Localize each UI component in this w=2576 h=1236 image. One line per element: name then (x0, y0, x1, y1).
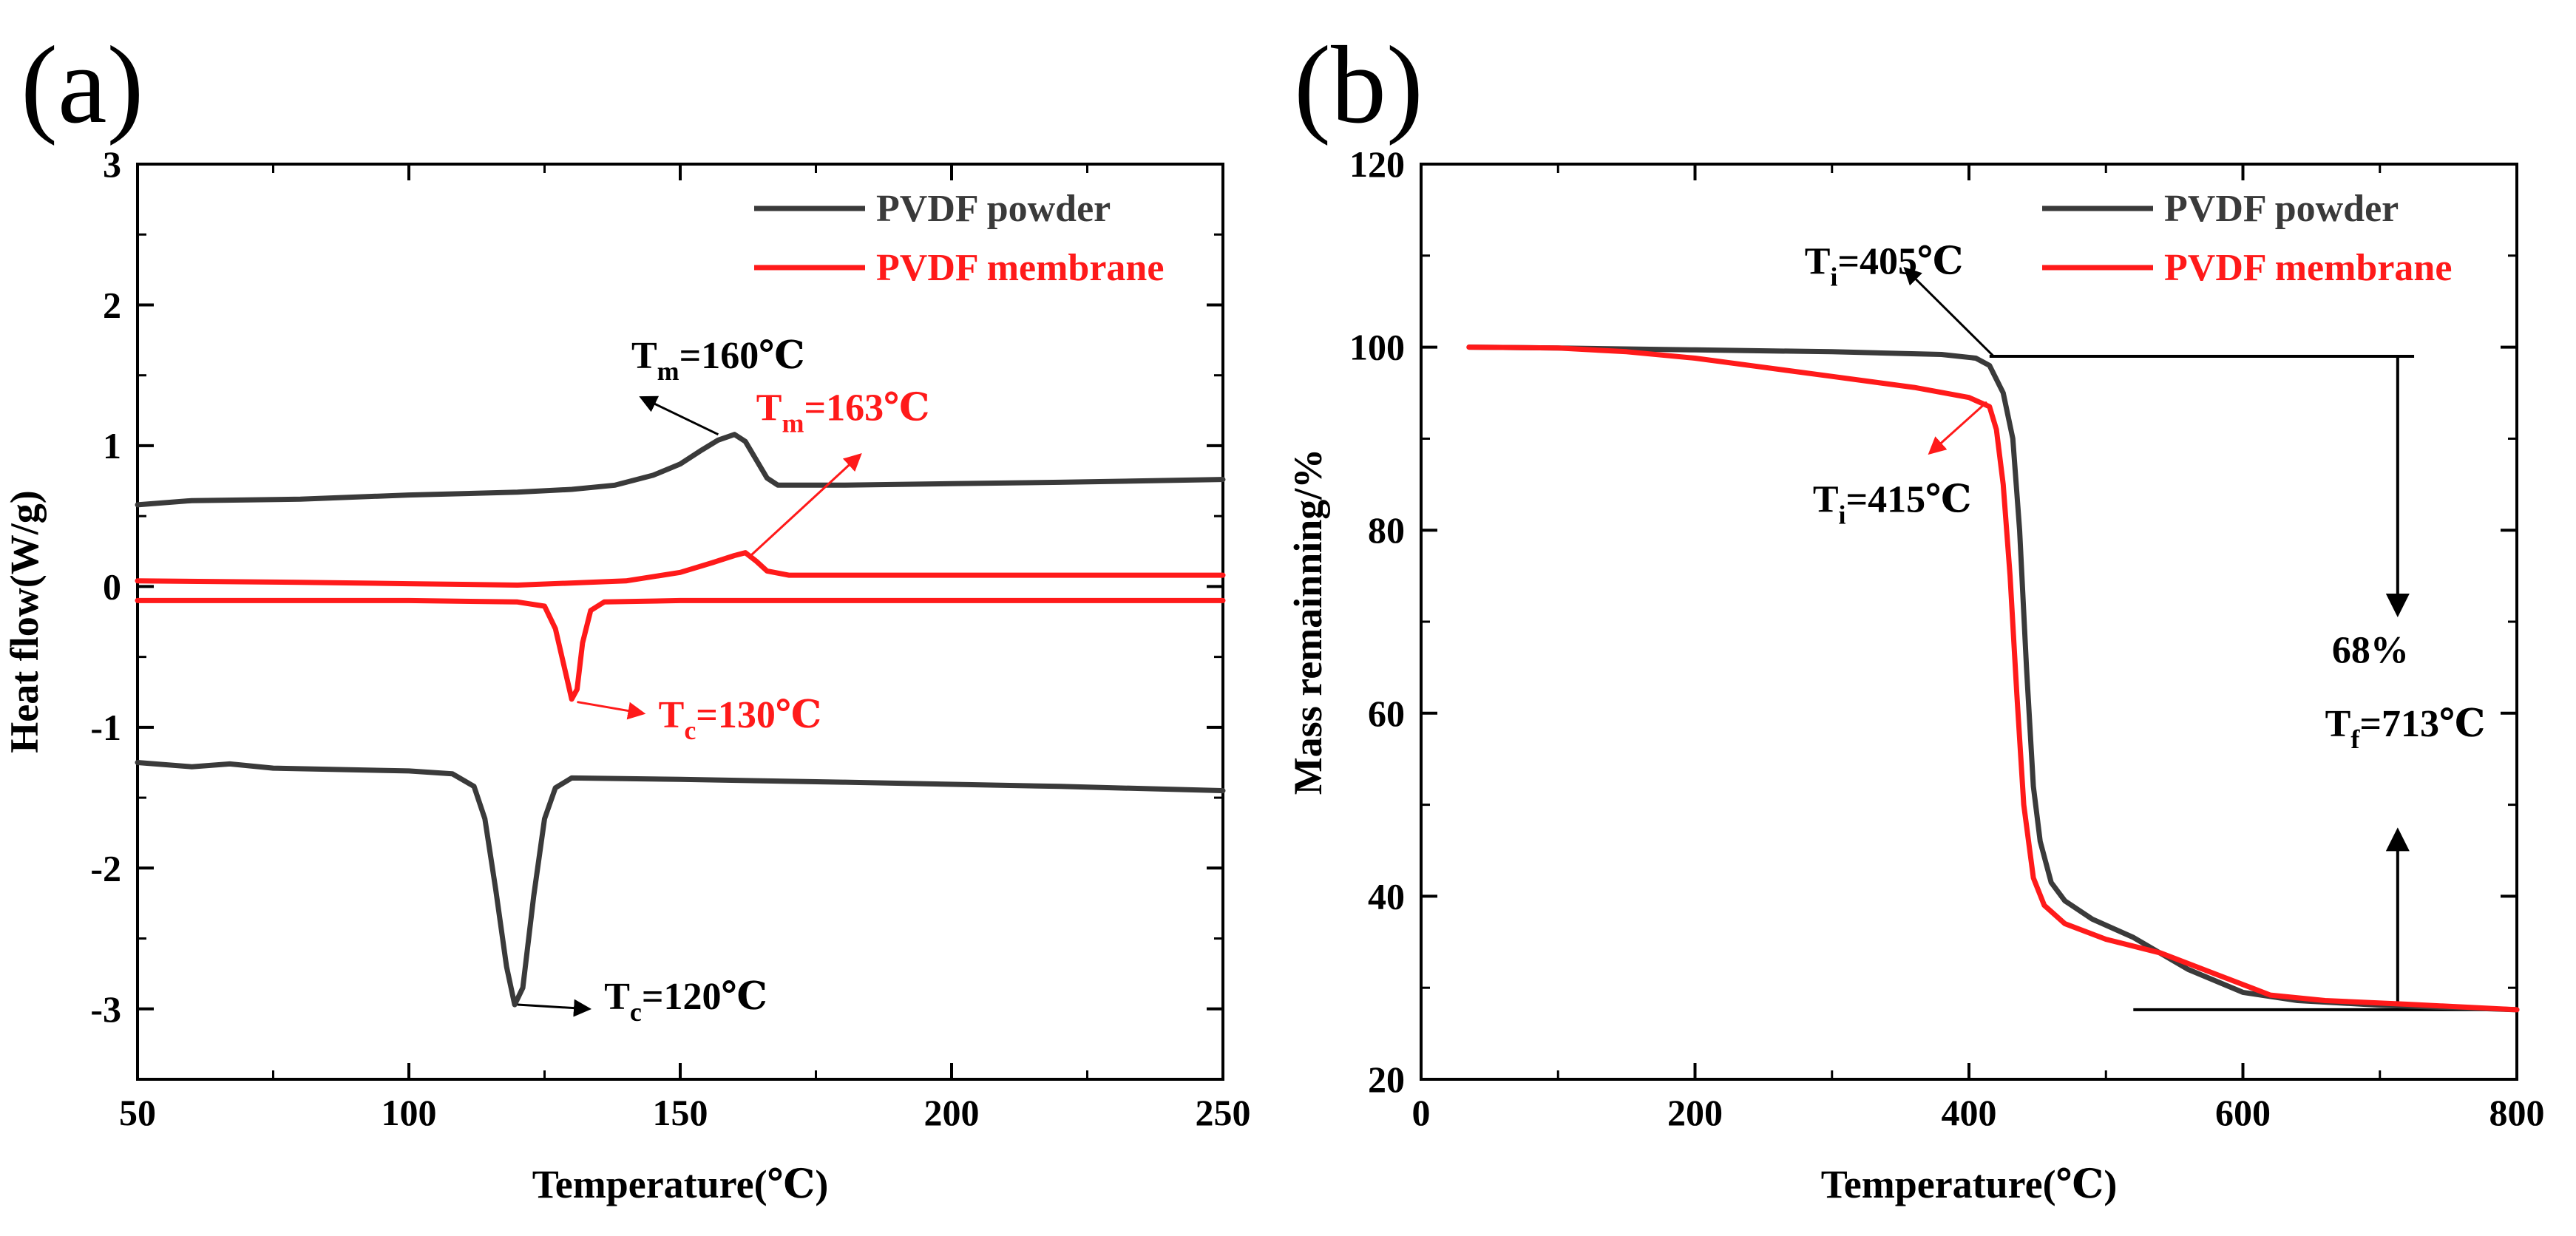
annotation-subscript: i (1839, 500, 1846, 529)
annotation-value: =415℃ (1846, 478, 1972, 520)
x-tick-label: 400 (1942, 1092, 1997, 1133)
annotation-subscript: m (657, 356, 679, 386)
y-tick-label: 2 (103, 284, 121, 325)
tga-chart: 0 200 400 600 800 20 40 60 80 100 120 Temperature(℃… (1286, 143, 2545, 1206)
y-tick-label: 100 (1349, 327, 1405, 368)
annotation-symbol: T (631, 335, 657, 377)
legend-label: PVDF powder (876, 188, 1111, 230)
annotation-symbol: T (659, 694, 685, 736)
annotation-subscript: c (684, 716, 696, 745)
annotation-arrow (1928, 401, 1988, 455)
annotation-symbol: T (1805, 241, 1831, 283)
y-tick-label: 3 (103, 143, 121, 185)
x-axis-title: Temperature(℃) (1821, 1162, 2118, 1206)
annotation-symbol: T (756, 387, 782, 429)
y-axis-title: Heat flow(W/g) (2, 490, 47, 753)
annotation-symbol: T (604, 976, 630, 1018)
annotation-arrow (1903, 266, 1995, 358)
y-tick-label: -3 (90, 988, 121, 1030)
x-tick-label: 250 (1196, 1092, 1251, 1133)
legend-label: PVDF membrane (876, 247, 1164, 289)
annotation-label: Ti=415℃ (1813, 478, 1972, 529)
annotation-value: =160℃ (679, 335, 805, 377)
x-tick-label: 600 (2215, 1092, 2271, 1133)
annotation-subscript: i (1830, 262, 1837, 292)
annotation-value: =120℃ (642, 976, 767, 1018)
y-tick-label: 40 (1368, 875, 1405, 917)
panel-a-label: (a) (21, 24, 144, 146)
annotation-label: Tm=160℃ (631, 335, 805, 386)
powder-cooling-curve (135, 760, 1226, 1008)
annotation-label: Ti=405℃ (1805, 241, 1964, 292)
annotation-arrow (750, 453, 862, 557)
plot-frame (1420, 163, 2518, 1081)
annotation-label: Tm=163℃ (756, 387, 930, 438)
y-tick-label: 60 (1368, 693, 1405, 734)
legend-label: PVDF powder (2164, 188, 2399, 230)
x-tick-label: 0 (1412, 1092, 1431, 1133)
annotation-subscript: f (2350, 724, 2360, 754)
x-tick-label: 800 (2489, 1092, 2545, 1133)
annotation-value: =405℃ (1837, 241, 1963, 283)
annotation-label: Tf=713℃ (2325, 703, 2486, 754)
x-tick-label: 50 (119, 1092, 156, 1133)
y-tick-label: -2 (90, 847, 121, 889)
x-tick-label: 200 (924, 1092, 980, 1133)
annotation-value: =130℃ (696, 694, 821, 736)
annotation-arrow (577, 701, 646, 720)
y-tick-label: 80 (1368, 509, 1405, 551)
annotation-arrow (517, 999, 592, 1017)
y-tick-label: 20 (1368, 1059, 1405, 1100)
annotation-subscript: m (782, 409, 804, 438)
y-tick-label: 120 (1349, 143, 1405, 185)
y-tick-label: 1 (103, 425, 121, 466)
annotation-value: =713℃ (2359, 703, 2485, 745)
membrane-cooling-curve (135, 597, 1226, 702)
membrane-heating-curve (135, 550, 1226, 588)
annotation-arrow (639, 395, 719, 436)
annotation-subscript: c (630, 997, 642, 1027)
annotation-label: Tc=130℃ (659, 694, 822, 745)
powder-heating-curve (135, 432, 1226, 508)
y-tick-label: 0 (103, 566, 121, 607)
annotation-symbol: T (1813, 478, 1839, 520)
panel-b-label: (b) (1294, 24, 1423, 146)
plot-frame (136, 163, 1224, 1081)
dsc-chart: 50 100 150 200 250 -3 -2 -1 0 1 2 3 Temperature(℃) He… (2, 143, 1251, 1206)
y-tick-label: -1 (90, 707, 121, 748)
x-axis-title: Temperature(℃) (532, 1162, 829, 1206)
annotation-symbol: T (2325, 703, 2351, 745)
x-tick-label: 100 (382, 1092, 437, 1133)
annotation-label: 68% (2332, 630, 2409, 672)
annotation-label: Tc=120℃ (604, 976, 767, 1027)
y-axis-title: Mass remainning/% (1286, 449, 1330, 795)
legend-label: PVDF membrane (2164, 247, 2452, 289)
powder-curve (1466, 344, 2520, 1013)
membrane-curve (1466, 344, 2520, 1013)
annotation-value: =163℃ (804, 387, 929, 429)
x-tick-label: 200 (1667, 1092, 1723, 1133)
x-tick-label: 150 (653, 1092, 708, 1133)
